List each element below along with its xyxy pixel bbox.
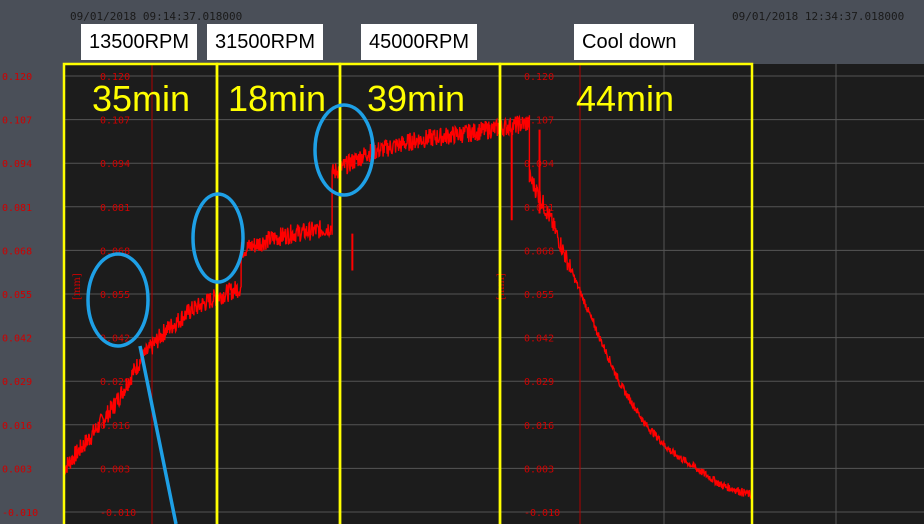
phase-duration: 44min — [576, 78, 674, 119]
inner-tick-label-left: 0.016 — [100, 421, 130, 432]
inner-tick-label-left: 0.055 — [100, 290, 130, 301]
inner-tick-label-left: 0.094 — [100, 159, 130, 170]
highlight-circle-phase3 — [313, 103, 375, 197]
inner-tick-label-right: 0.029 — [524, 377, 554, 388]
phase-duration: 18min — [228, 78, 326, 119]
phase-label-45000rpm: 45000RPM — [361, 24, 478, 60]
inner-tick-label-right: 0.107 — [524, 116, 554, 127]
phase-label-cool-down: Cool down — [574, 24, 694, 60]
phase-duration: 39min — [367, 78, 465, 119]
outer-tick-label: 0.003 — [2, 464, 32, 475]
highlight-annotations — [86, 103, 375, 524]
phase-label-31500rpm: 31500RPM — [207, 24, 324, 60]
phase-box — [498, 62, 754, 524]
end-timestamp: 09/01/2018 12:34:37.018000 — [732, 10, 905, 23]
outer-tick-label: 0.016 — [2, 421, 32, 432]
outer-y-axis: 0.120 0.107 0.094 0.081 0.068 0.055 0.042 0.029… — [2, 72, 38, 519]
left-axis-unit: [mm] — [72, 273, 83, 300]
inner-tick-label-left: 0.068 — [100, 246, 130, 257]
callout-line — [138, 345, 178, 524]
outer-tick-label: 0.081 — [2, 203, 32, 214]
phase-boxes — [62, 62, 754, 524]
inner-tick-label-left: 0.107 — [100, 116, 130, 127]
highlight-circle-phase1 — [86, 252, 150, 348]
measurement-trace — [63, 114, 753, 500]
inner-tick-label-right: 0.042 — [524, 334, 554, 345]
inner-tick-label-right: 0.016 — [524, 421, 554, 432]
outer-tick-label: 0.055 — [2, 290, 32, 301]
outer-tick-label: 0.042 — [2, 334, 32, 345]
phase-label-13500rpm: 13500RPM — [81, 24, 198, 60]
start-timestamp: 09/01/2018 09:14:37.018000 — [70, 10, 243, 23]
inner-tick-label-right: 0.068 — [524, 246, 554, 257]
inner-tick-label-left: 0.081 — [100, 203, 130, 214]
outer-tick-label: 0.120 — [2, 72, 32, 83]
inner-tick-label-right: 0.120 — [524, 72, 554, 83]
inner-tick-label-left: 0.029 — [100, 377, 130, 388]
outer-tick-label: 0.068 — [2, 246, 32, 257]
phase-duration: 35min — [92, 78, 190, 119]
outer-tick-label: 0.094 — [2, 159, 32, 170]
inner-tick-label-left: 0.042 — [100, 334, 130, 345]
highlight-circle-phase2 — [191, 192, 245, 284]
outer-tick-label: -0.010 — [2, 508, 38, 519]
trace-line — [63, 114, 753, 500]
outer-tick-label: 0.029 — [2, 377, 32, 388]
inner-tick-label-left: 0.003 — [100, 464, 130, 475]
inner-tick-label-right: 0.003 — [524, 464, 554, 475]
outer-tick-label: 0.107 — [2, 116, 32, 127]
inner-tick-label-right: -0.010 — [524, 508, 560, 519]
inner-tick-label-left: 0.120 — [100, 72, 130, 83]
right-axis-unit: [mm] — [496, 273, 507, 300]
inner-tick-label-left: -0.010 — [100, 508, 136, 519]
phase-durations: 35min 18min 39min 44min — [92, 78, 674, 119]
inner-tick-label-right: 0.055 — [524, 290, 554, 301]
